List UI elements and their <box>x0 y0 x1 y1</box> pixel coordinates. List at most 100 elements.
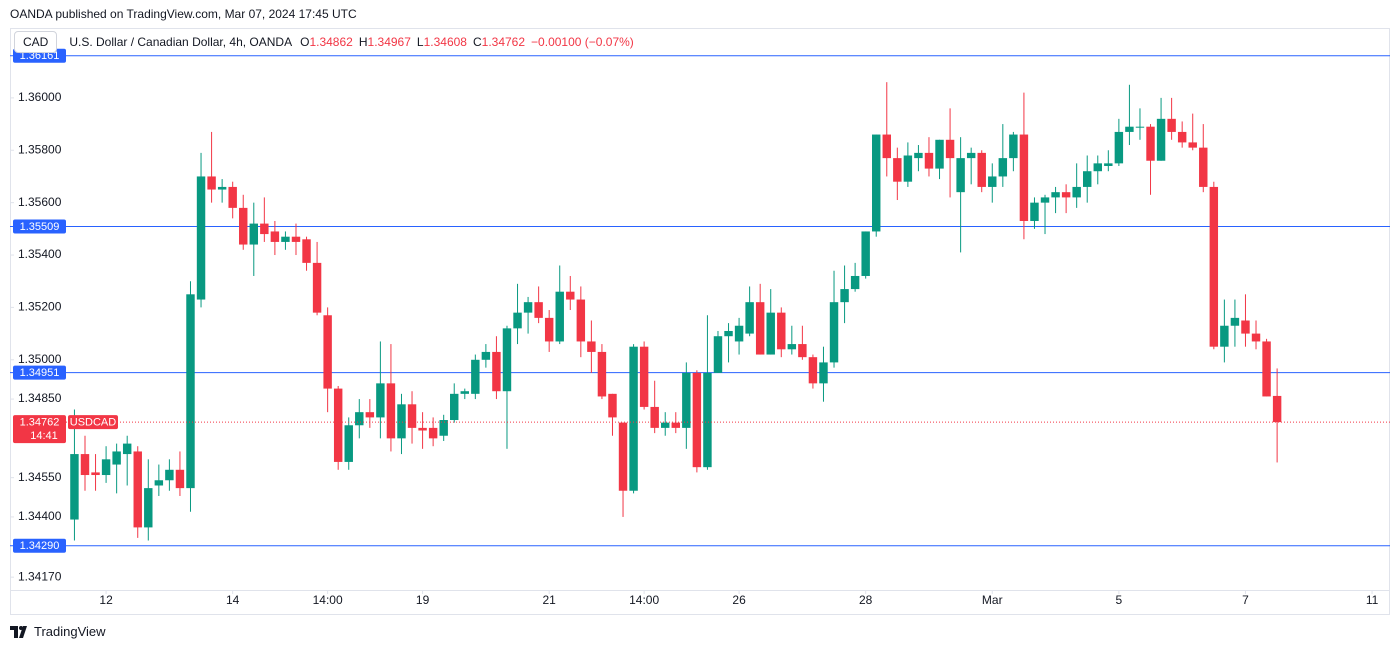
x-tick-label: 21 <box>543 593 557 607</box>
candle-body <box>861 231 870 276</box>
candle-body <box>1199 147 1208 187</box>
publish-note: OANDA published on TradingView.com, Mar … <box>10 7 357 21</box>
candle-body <box>281 236 290 242</box>
y-tick-label: 1.35600 <box>18 195 62 209</box>
candle-body <box>945 139 955 159</box>
y-tick-label: 1.34550 <box>18 470 62 484</box>
candle-body <box>534 302 543 318</box>
candle-body <box>787 344 797 350</box>
last-price-tag <box>13 415 66 444</box>
currency-button[interactable]: CAD <box>14 31 58 53</box>
candle-body <box>724 330 733 337</box>
candle-body <box>302 239 311 263</box>
candle-body <box>608 393 617 418</box>
footer-brand: TradingView <box>34 624 106 639</box>
candle-body <box>1220 325 1229 347</box>
candle-body <box>745 302 754 334</box>
ohlc-label: C <box>472 35 482 49</box>
candle-body <box>1030 202 1039 221</box>
logo <box>10 625 27 638</box>
candle-body <box>587 341 596 352</box>
candle-body <box>1104 163 1113 166</box>
candle-body <box>196 176 206 300</box>
candle-body <box>755 302 765 355</box>
ohlc-value: 1.34762 <box>481 35 526 49</box>
candle-body <box>112 451 121 465</box>
candle-body <box>682 372 691 428</box>
candle-body <box>1272 395 1282 423</box>
candle-body <box>914 152 923 159</box>
candle-body <box>1135 126 1145 128</box>
ohlc-change: −0.00100 (−0.07%) <box>531 35 634 49</box>
ohlc-label: L <box>416 35 424 49</box>
symbol-label: USDCAD <box>70 417 117 429</box>
y-tick-label: 1.34850 <box>18 391 62 405</box>
x-tick-label: 26 <box>732 593 746 607</box>
candle-body <box>650 406 659 428</box>
candle-body <box>576 299 586 342</box>
candle-body <box>840 289 849 303</box>
candle-body <box>1125 126 1134 132</box>
candle-body <box>798 344 807 358</box>
symbol-tag <box>68 415 118 430</box>
candle-body <box>903 155 913 182</box>
candle-body <box>1093 163 1102 172</box>
price-line-tag <box>13 219 66 234</box>
candle-body <box>766 312 775 355</box>
ohlc-value: 1.34967 <box>367 35 411 49</box>
candle-body <box>239 207 248 245</box>
x-tick-label: 5 <box>1116 593 1123 607</box>
candle-body <box>513 312 522 329</box>
candle-body <box>175 469 185 489</box>
price-line-label: 1.34951 <box>20 367 60 379</box>
candle-body <box>481 351 491 360</box>
price-line-label: 1.34290 <box>20 540 60 552</box>
candle-body <box>1083 171 1092 187</box>
candle-body <box>1209 186 1219 347</box>
candle-body <box>439 420 448 436</box>
candle-body <box>228 186 237 208</box>
candle-body <box>777 312 786 350</box>
candle-body <box>376 383 385 418</box>
candle-body <box>418 427 427 431</box>
ohlc-label: H <box>358 35 368 49</box>
candle-body <box>471 359 480 394</box>
candle-body <box>291 236 301 242</box>
candle-body <box>1051 192 1060 198</box>
candle-body <box>966 152 976 159</box>
candle-body <box>260 223 269 235</box>
symbol-bar: CAD U.S. Dollar / Canadian Dollar, 4h, O… <box>14 31 640 53</box>
candle-body <box>1019 134 1029 221</box>
candle-body <box>386 383 396 439</box>
candle-body <box>70 454 79 520</box>
x-tick-label: Mar <box>982 593 1003 607</box>
candle-body <box>428 427 438 439</box>
y-tick-label: 1.35000 <box>18 352 62 366</box>
last-price-label: 1.34762 <box>20 417 60 429</box>
candle-body <box>566 291 575 300</box>
candle-body <box>1262 341 1271 397</box>
price-line-label: 1.35509 <box>20 221 60 233</box>
candle-body <box>502 328 512 392</box>
candle-body <box>1188 142 1197 148</box>
footer: TradingView <box>10 624 106 639</box>
candle-body <box>333 388 343 462</box>
symbol: U.S. Dollar / Canadian Dollar, 4h, OANDA <box>69 35 293 49</box>
x-tick-label: 7 <box>1242 593 1249 607</box>
candle-body <box>893 158 902 182</box>
candle-body <box>1241 320 1250 334</box>
x-tick-label: 14 <box>226 593 240 607</box>
candle-body <box>555 291 564 342</box>
x-tick-label: 28 <box>859 593 873 607</box>
candle-body <box>977 152 986 187</box>
candle-body <box>186 294 195 489</box>
candle-body <box>101 459 111 476</box>
candle-body <box>808 357 818 384</box>
candle-body <box>1167 118 1176 132</box>
y-tick-label: 1.35400 <box>18 247 62 261</box>
candle-body <box>618 422 628 491</box>
candle-body <box>713 336 723 373</box>
candle-body <box>355 412 364 426</box>
candle-body <box>1072 186 1081 198</box>
